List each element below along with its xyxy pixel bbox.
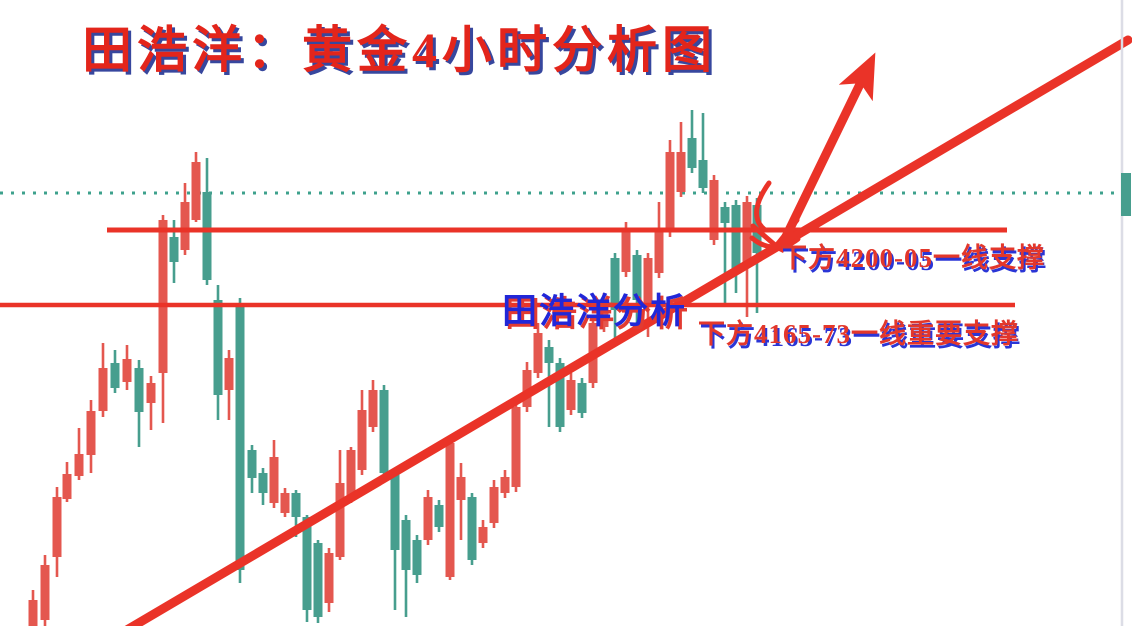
scribble-arrow <box>749 235 801 250</box>
candle-body-down <box>235 305 245 570</box>
scribble-arrow <box>754 180 772 233</box>
candle-body-up <box>445 443 455 577</box>
candle-body-up <box>98 368 108 411</box>
candle-body-up <box>654 232 664 273</box>
candle-body-down <box>467 497 477 560</box>
candle-body-up <box>324 553 334 603</box>
candle-body-down <box>434 505 444 527</box>
candle-body-down <box>258 473 268 493</box>
candle-body-up <box>621 230 631 272</box>
candle-body-down <box>169 237 179 262</box>
candle-body-down <box>213 300 223 395</box>
candle-body-up <box>346 450 356 497</box>
candle-body-up <box>122 359 132 382</box>
candle-body-up <box>368 390 378 427</box>
candle-body-down <box>110 363 120 388</box>
breakout-arrow <box>774 52 876 253</box>
candle-body-up <box>599 300 609 327</box>
scribble-arrow <box>750 223 778 248</box>
candle-body-down <box>555 363 565 427</box>
candle-body-down <box>412 540 422 575</box>
candle-body-up <box>180 202 190 250</box>
annotation-support-4200: 下方4200-05一线支撑 <box>780 243 1045 273</box>
candle-body-down <box>632 255 642 300</box>
candle-body-up <box>522 370 532 407</box>
candle-body-down <box>291 493 301 517</box>
candle-body-up <box>676 152 686 192</box>
candle-body-up <box>86 411 96 455</box>
candle-body-up <box>335 483 345 557</box>
candle-body-up <box>456 477 466 500</box>
trend-line <box>124 35 1132 626</box>
candle-body-up <box>28 600 38 626</box>
candle-body-up <box>52 497 62 557</box>
candle-body-up <box>478 527 488 543</box>
candle-body-down <box>313 543 323 617</box>
candle-body-up <box>665 152 675 232</box>
current-price-marker <box>1121 173 1131 216</box>
candle-body-up <box>742 202 752 265</box>
candle-body-up <box>191 162 201 220</box>
candle-body-up <box>489 487 499 523</box>
candle-body-up <box>146 383 156 403</box>
candle-body-up <box>224 358 234 390</box>
candle-body-up <box>269 457 279 503</box>
candle-body-up <box>643 258 653 303</box>
candle-body-up <box>62 474 72 499</box>
candle-body-down <box>202 192 212 280</box>
candle-body-up <box>500 477 510 493</box>
candle-body-down <box>698 160 708 188</box>
candle-body-up <box>357 410 367 470</box>
candle-body-down <box>390 473 400 550</box>
candle-body-down <box>687 138 697 168</box>
candle-body-down <box>401 520 411 570</box>
candle-body-up <box>533 333 543 373</box>
candle-body-up <box>74 454 84 476</box>
candle-body-up <box>709 180 719 240</box>
candle-body-down <box>134 368 144 412</box>
candle-body-up <box>423 497 433 540</box>
candle-body-up <box>158 220 168 373</box>
annotation-support-4165: 下方4165-73一线重要支撑 <box>698 319 1019 349</box>
candle-body-down <box>379 390 389 473</box>
candle-body-down <box>247 450 257 478</box>
candle-body-up <box>280 493 290 513</box>
candle-body-down <box>731 205 741 270</box>
candle-body-down <box>302 517 312 610</box>
watermark-text: 田浩洋分析 <box>502 292 688 331</box>
candle-body-up <box>566 380 576 410</box>
candle-body-down <box>720 207 730 223</box>
candle-body-down <box>577 383 587 413</box>
page-title: 田浩洋：黄金4小时分析图 <box>82 22 717 78</box>
candle-body-up <box>511 407 521 487</box>
candle-body-down <box>610 258 620 310</box>
candle-body-up <box>40 565 50 620</box>
candle-body-down <box>544 347 554 363</box>
